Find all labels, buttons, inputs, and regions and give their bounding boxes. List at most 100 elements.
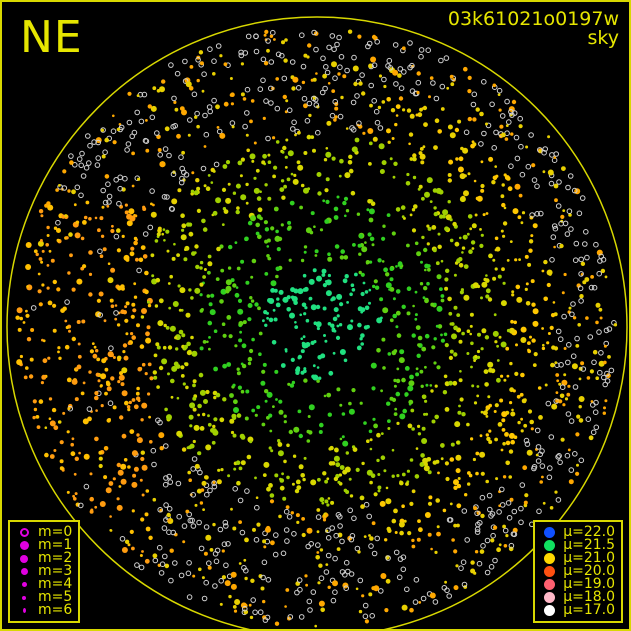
star-marker: [296, 485, 302, 490]
star-marker: [591, 284, 598, 291]
star-marker: [352, 243, 356, 247]
star-marker: [493, 410, 497, 413]
star-marker: [337, 523, 343, 529]
star-marker: [180, 374, 185, 378]
star-marker: [363, 421, 367, 425]
star-marker: [427, 470, 432, 475]
star-marker: [579, 195, 586, 201]
magnitude-marker-icon: [16, 541, 32, 550]
star-marker: [572, 451, 578, 457]
star-marker: [524, 441, 531, 447]
star-marker: [189, 517, 195, 524]
star-marker: [131, 335, 136, 340]
star-marker: [26, 285, 29, 288]
star-marker: [467, 482, 471, 486]
star-marker: [311, 29, 317, 36]
star-marker: [439, 287, 443, 291]
star-marker: [394, 531, 398, 534]
star-marker: [419, 147, 424, 151]
star-marker: [479, 228, 482, 231]
star-marker: [219, 132, 226, 139]
star-marker: [209, 548, 214, 552]
star-marker: [80, 236, 85, 241]
star-marker: [562, 209, 566, 213]
star-marker: [254, 413, 258, 417]
star-marker: [338, 174, 342, 178]
star-marker: [326, 392, 332, 398]
star-marker: [493, 129, 499, 136]
star-marker: [96, 298, 101, 303]
legend-item: μ=18.0: [541, 590, 615, 604]
star-marker: [94, 436, 99, 442]
horizon-circle: [6, 16, 628, 629]
star-marker: [190, 466, 196, 472]
star-marker: [272, 551, 279, 558]
star-marker: [162, 146, 169, 152]
star-marker: [321, 501, 325, 505]
star-marker: [240, 194, 247, 201]
star-marker: [52, 303, 57, 308]
star-marker: [419, 462, 425, 467]
star-marker: [497, 422, 503, 427]
star-marker: [303, 53, 308, 58]
star-marker: [342, 440, 349, 447]
star-marker: [260, 77, 266, 84]
star-marker: [152, 557, 159, 564]
star-marker: [457, 166, 464, 173]
star-marker: [118, 485, 122, 488]
star-marker: [431, 345, 436, 350]
star-marker: [488, 440, 493, 444]
star-marker: [249, 296, 253, 300]
star-marker: [78, 162, 84, 169]
star-marker: [257, 207, 263, 213]
star-marker: [278, 409, 284, 415]
star-marker: [182, 58, 188, 65]
star-marker: [156, 385, 160, 389]
star-marker: [195, 178, 200, 183]
star-marker: [443, 332, 448, 337]
star-marker: [89, 496, 94, 502]
star-marker: [30, 305, 37, 311]
star-marker: [194, 503, 198, 507]
star-marker: [256, 405, 261, 410]
star-marker: [273, 532, 279, 538]
star-marker: [415, 325, 421, 330]
star-marker: [232, 383, 236, 387]
star-marker: [368, 217, 374, 223]
star-marker: [323, 64, 329, 70]
star-marker: [516, 394, 521, 399]
star-marker: [467, 471, 471, 475]
star-marker: [209, 309, 216, 316]
star-marker: [319, 89, 326, 96]
star-marker: [371, 243, 375, 247]
star-marker: [145, 526, 151, 532]
star-marker: [300, 337, 304, 341]
star-marker: [499, 113, 506, 119]
star-marker: [121, 433, 127, 439]
star-marker: [476, 394, 480, 398]
star-marker: [500, 448, 504, 452]
star-marker: [83, 165, 90, 171]
star-marker: [384, 538, 388, 542]
star-marker: [198, 545, 205, 552]
star-marker: [336, 547, 341, 551]
star-marker: [75, 367, 79, 370]
star-marker: [562, 403, 566, 407]
star-marker: [438, 57, 444, 64]
star-marker: [555, 373, 560, 377]
star-marker: [460, 288, 464, 292]
star-marker: [500, 341, 507, 348]
star-marker: [107, 400, 114, 407]
star-marker: [360, 342, 365, 346]
star-marker: [256, 522, 261, 527]
star-marker: [437, 471, 440, 475]
star-marker: [391, 350, 397, 356]
star-marker: [203, 184, 207, 188]
star-marker: [250, 154, 254, 158]
star-marker: [215, 43, 222, 49]
star-marker: [464, 537, 471, 543]
star-marker: [370, 56, 377, 63]
star-marker: [358, 270, 362, 275]
star-marker: [279, 485, 285, 491]
star-marker: [533, 352, 538, 357]
